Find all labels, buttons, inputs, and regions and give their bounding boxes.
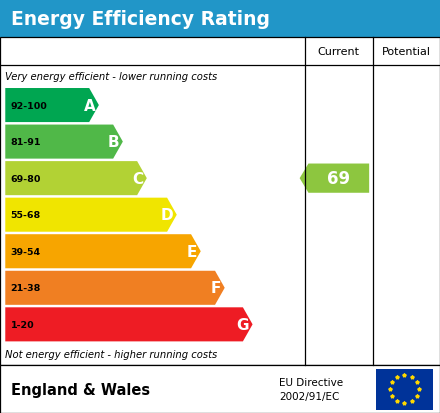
Text: EU Directive: EU Directive <box>279 377 344 387</box>
Text: 92-100: 92-100 <box>11 101 48 110</box>
Bar <box>0 38 440 366</box>
Text: Current: Current <box>318 47 360 57</box>
Polygon shape <box>5 125 123 159</box>
Text: 21-38: 21-38 <box>11 284 41 292</box>
Text: 55-68: 55-68 <box>11 211 41 220</box>
Text: G: G <box>237 317 249 332</box>
Text: 39-54: 39-54 <box>11 247 40 256</box>
Text: Not energy efficient - higher running costs: Not energy efficient - higher running co… <box>5 349 217 359</box>
Text: E: E <box>187 244 197 259</box>
Polygon shape <box>300 164 369 193</box>
Text: 1-20: 1-20 <box>11 320 34 329</box>
Bar <box>0 366 440 413</box>
Text: A: A <box>84 98 95 113</box>
Text: Potential: Potential <box>382 47 431 57</box>
Text: B: B <box>108 135 119 150</box>
Text: F: F <box>211 280 221 296</box>
Polygon shape <box>5 308 253 342</box>
Text: 2002/91/EC: 2002/91/EC <box>279 391 340 401</box>
Text: Energy Efficiency Rating: Energy Efficiency Rating <box>11 9 270 28</box>
Text: D: D <box>161 208 173 223</box>
Text: C: C <box>132 171 143 186</box>
Bar <box>376 369 433 410</box>
Text: 69: 69 <box>327 170 350 188</box>
Polygon shape <box>5 162 147 196</box>
Text: England & Wales: England & Wales <box>11 382 150 397</box>
Polygon shape <box>5 89 99 123</box>
Polygon shape <box>5 271 225 305</box>
Polygon shape <box>5 235 201 268</box>
Polygon shape <box>5 198 177 232</box>
Text: 81-91: 81-91 <box>11 138 41 147</box>
Bar <box>0 0 440 38</box>
Text: 69-80: 69-80 <box>11 174 41 183</box>
Text: Very energy efficient - lower running costs: Very energy efficient - lower running co… <box>5 72 217 82</box>
